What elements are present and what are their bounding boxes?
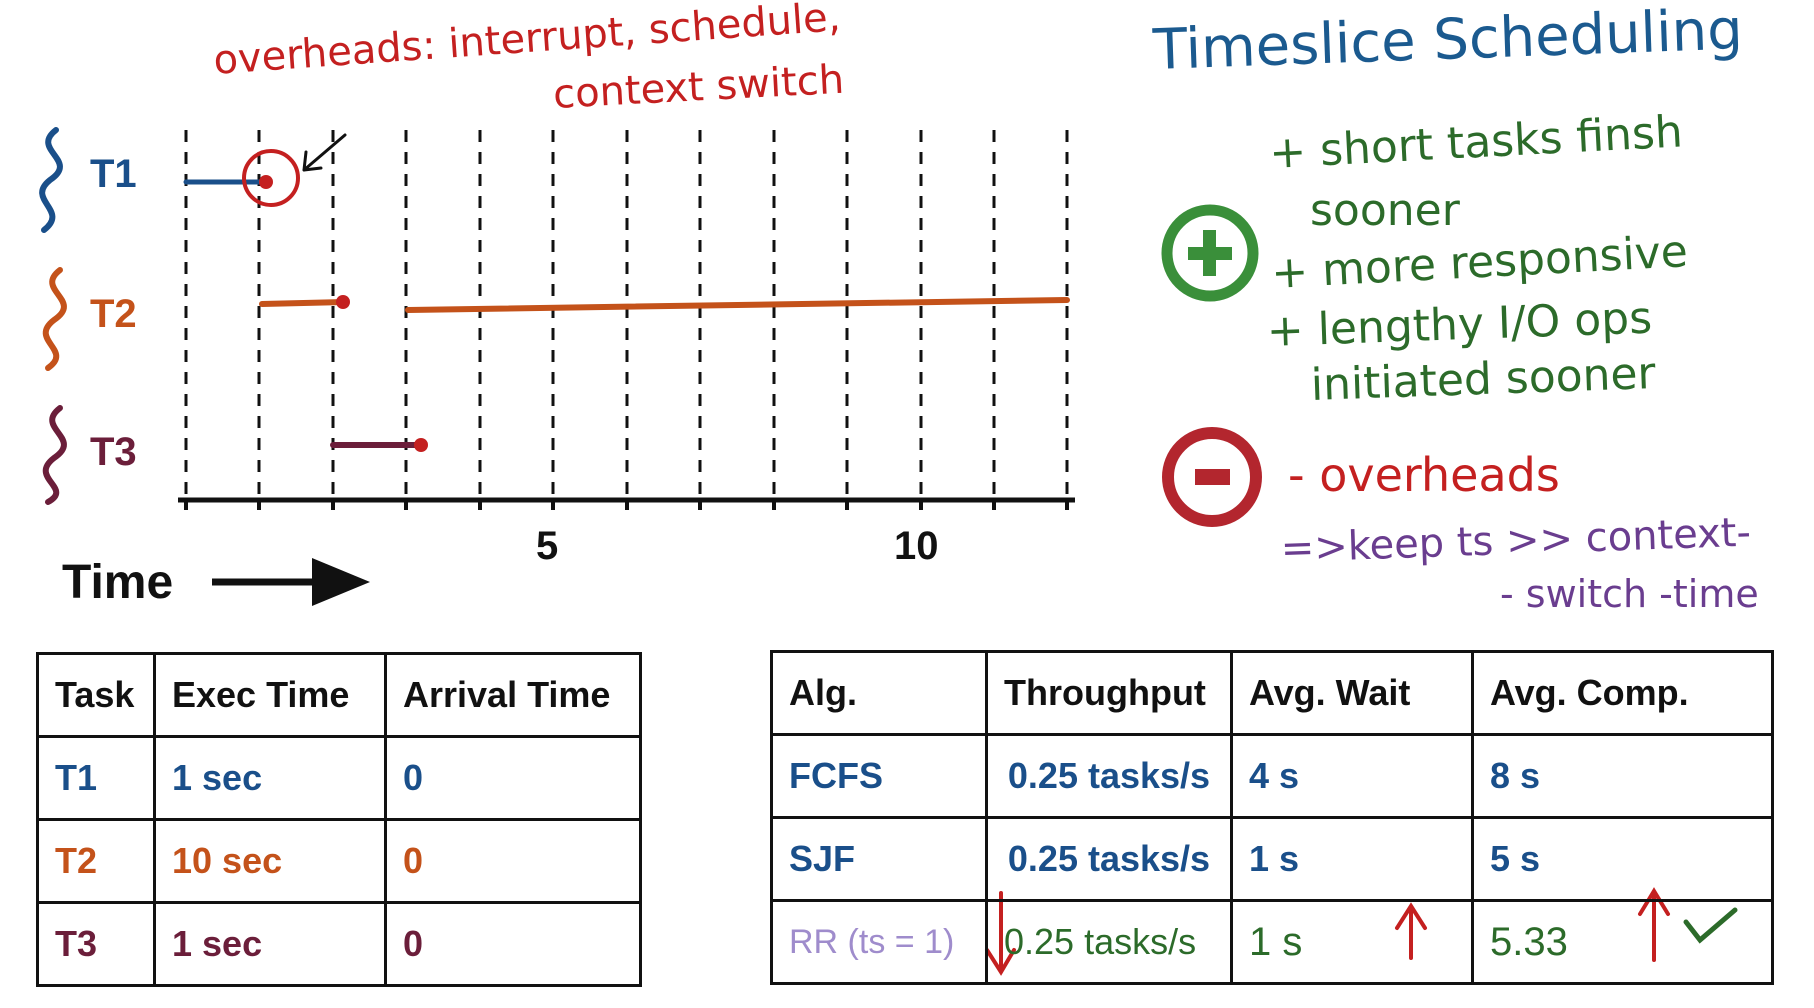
cell-exec-time: 1 sec bbox=[153, 735, 387, 821]
t1-end-dot bbox=[259, 175, 273, 189]
cell-throughput: 0.25 tasks/s bbox=[985, 899, 1233, 985]
t2-exec-bar-long bbox=[405, 297, 1070, 313]
header-arrival-time: Arrival Time bbox=[384, 652, 642, 738]
tick-label-5: 5 bbox=[536, 524, 559, 568]
cell-alg: FCFS bbox=[770, 733, 988, 819]
alg-table: Alg. Throughput Avg. Wait Avg. Comp. FCF… bbox=[770, 650, 1774, 985]
plus-circle bbox=[1161, 204, 1259, 302]
cell-arrival-time: 0 bbox=[384, 901, 642, 987]
task-table: Task Exec Time Arrival Time T1 1 sec 0 T… bbox=[36, 652, 642, 987]
task-table-header: Task Exec Time Arrival Time bbox=[36, 652, 642, 738]
header-alg: Alg. bbox=[770, 650, 988, 736]
header-avg-comp: Avg. Comp. bbox=[1471, 650, 1774, 736]
timeline-grid bbox=[184, 130, 1069, 495]
t2-label: T2 bbox=[90, 292, 137, 336]
cell-arrival-time: 0 bbox=[384, 735, 642, 821]
cons-line1: - overheads bbox=[1288, 448, 1560, 502]
t1-label: T1 bbox=[90, 152, 137, 196]
cell-exec-time: 10 sec bbox=[153, 818, 387, 904]
time-axis-ticks bbox=[184, 500, 1069, 510]
cell-throughput: 0.25 tasks/s bbox=[985, 816, 1233, 902]
pros-line2: sooner bbox=[1310, 185, 1460, 236]
table-row: T1 1 sec 0 bbox=[36, 735, 642, 821]
tick-label-10: 10 bbox=[894, 524, 939, 568]
table-row: FCFS 0.25 tasks/s 4 s 8 s bbox=[770, 733, 1774, 819]
cell-avg-wait: 1 s bbox=[1230, 899, 1474, 985]
overhead-pointer-arrow bbox=[302, 133, 347, 172]
cell-alg: SJF bbox=[770, 816, 988, 902]
cell-avg-wait: 1 s bbox=[1230, 816, 1474, 902]
header-throughput: Throughput bbox=[985, 650, 1233, 736]
table-row: T3 1 sec 0 bbox=[36, 901, 642, 987]
cell-avg-wait: 4 s bbox=[1230, 733, 1474, 819]
t2-first-end-dot bbox=[336, 295, 350, 309]
t3-thread-squiggle bbox=[42, 405, 67, 505]
t1-thread-squiggle bbox=[39, 127, 63, 233]
cell-task: T2 bbox=[36, 818, 156, 904]
t2-thread-squiggle bbox=[42, 267, 67, 371]
minus-circle bbox=[1162, 427, 1262, 527]
cell-avg-comp: 8 s bbox=[1471, 733, 1774, 819]
cell-throughput: 0.25 tasks/s bbox=[985, 733, 1233, 819]
time-arrow-head bbox=[312, 558, 370, 606]
t2-exec-bar-first bbox=[259, 299, 348, 307]
cell-avg-comp: 5.33 bbox=[1471, 899, 1774, 985]
cell-alg: RR (ts = 1) bbox=[770, 899, 988, 985]
t3-label: T3 bbox=[90, 430, 137, 474]
table-row: RR (ts = 1) 0.25 tasks/s 1 s 5.33 bbox=[770, 899, 1774, 985]
cell-exec-time: 1 sec bbox=[153, 901, 387, 987]
cell-avg-comp: 5 s bbox=[1471, 816, 1774, 902]
header-avg-wait: Avg. Wait bbox=[1230, 650, 1474, 736]
table-row: T2 10 sec 0 bbox=[36, 818, 642, 904]
alg-table-header: Alg. Throughput Avg. Wait Avg. Comp. bbox=[770, 650, 1774, 736]
cell-task: T3 bbox=[36, 901, 156, 987]
time-label: Time bbox=[62, 556, 174, 609]
t3-end-dot bbox=[414, 438, 428, 452]
header-task: Task bbox=[36, 652, 156, 738]
header-exec-time: Exec Time bbox=[153, 652, 387, 738]
overhead-circle bbox=[242, 149, 300, 207]
table-row: SJF 0.25 tasks/s 1 s 5 s bbox=[770, 816, 1774, 902]
cell-arrival-time: 0 bbox=[384, 818, 642, 904]
keep-note-line2: - switch -time bbox=[1500, 572, 1759, 616]
cell-task: T1 bbox=[36, 735, 156, 821]
